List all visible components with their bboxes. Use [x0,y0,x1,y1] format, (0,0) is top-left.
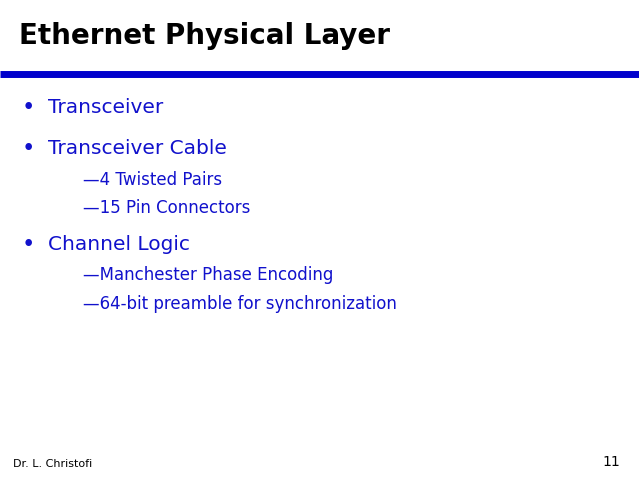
Text: •: • [22,137,35,160]
Text: •: • [22,233,35,256]
Text: Dr. L. Christofi: Dr. L. Christofi [13,459,92,469]
Text: Transceiver Cable: Transceiver Cable [48,139,227,158]
Text: Transceiver: Transceiver [48,98,163,117]
Text: Ethernet Physical Layer: Ethernet Physical Layer [19,22,390,49]
Text: —15 Pin Connectors: —15 Pin Connectors [83,199,250,217]
Text: 11: 11 [602,456,620,469]
Text: •: • [22,96,35,119]
Text: —64-bit preamble for synchronization: —64-bit preamble for synchronization [83,295,397,313]
Text: —4 Twisted Pairs: —4 Twisted Pairs [83,171,222,189]
Text: Channel Logic: Channel Logic [48,235,190,254]
Text: —Manchester Phase Encoding: —Manchester Phase Encoding [83,266,334,285]
